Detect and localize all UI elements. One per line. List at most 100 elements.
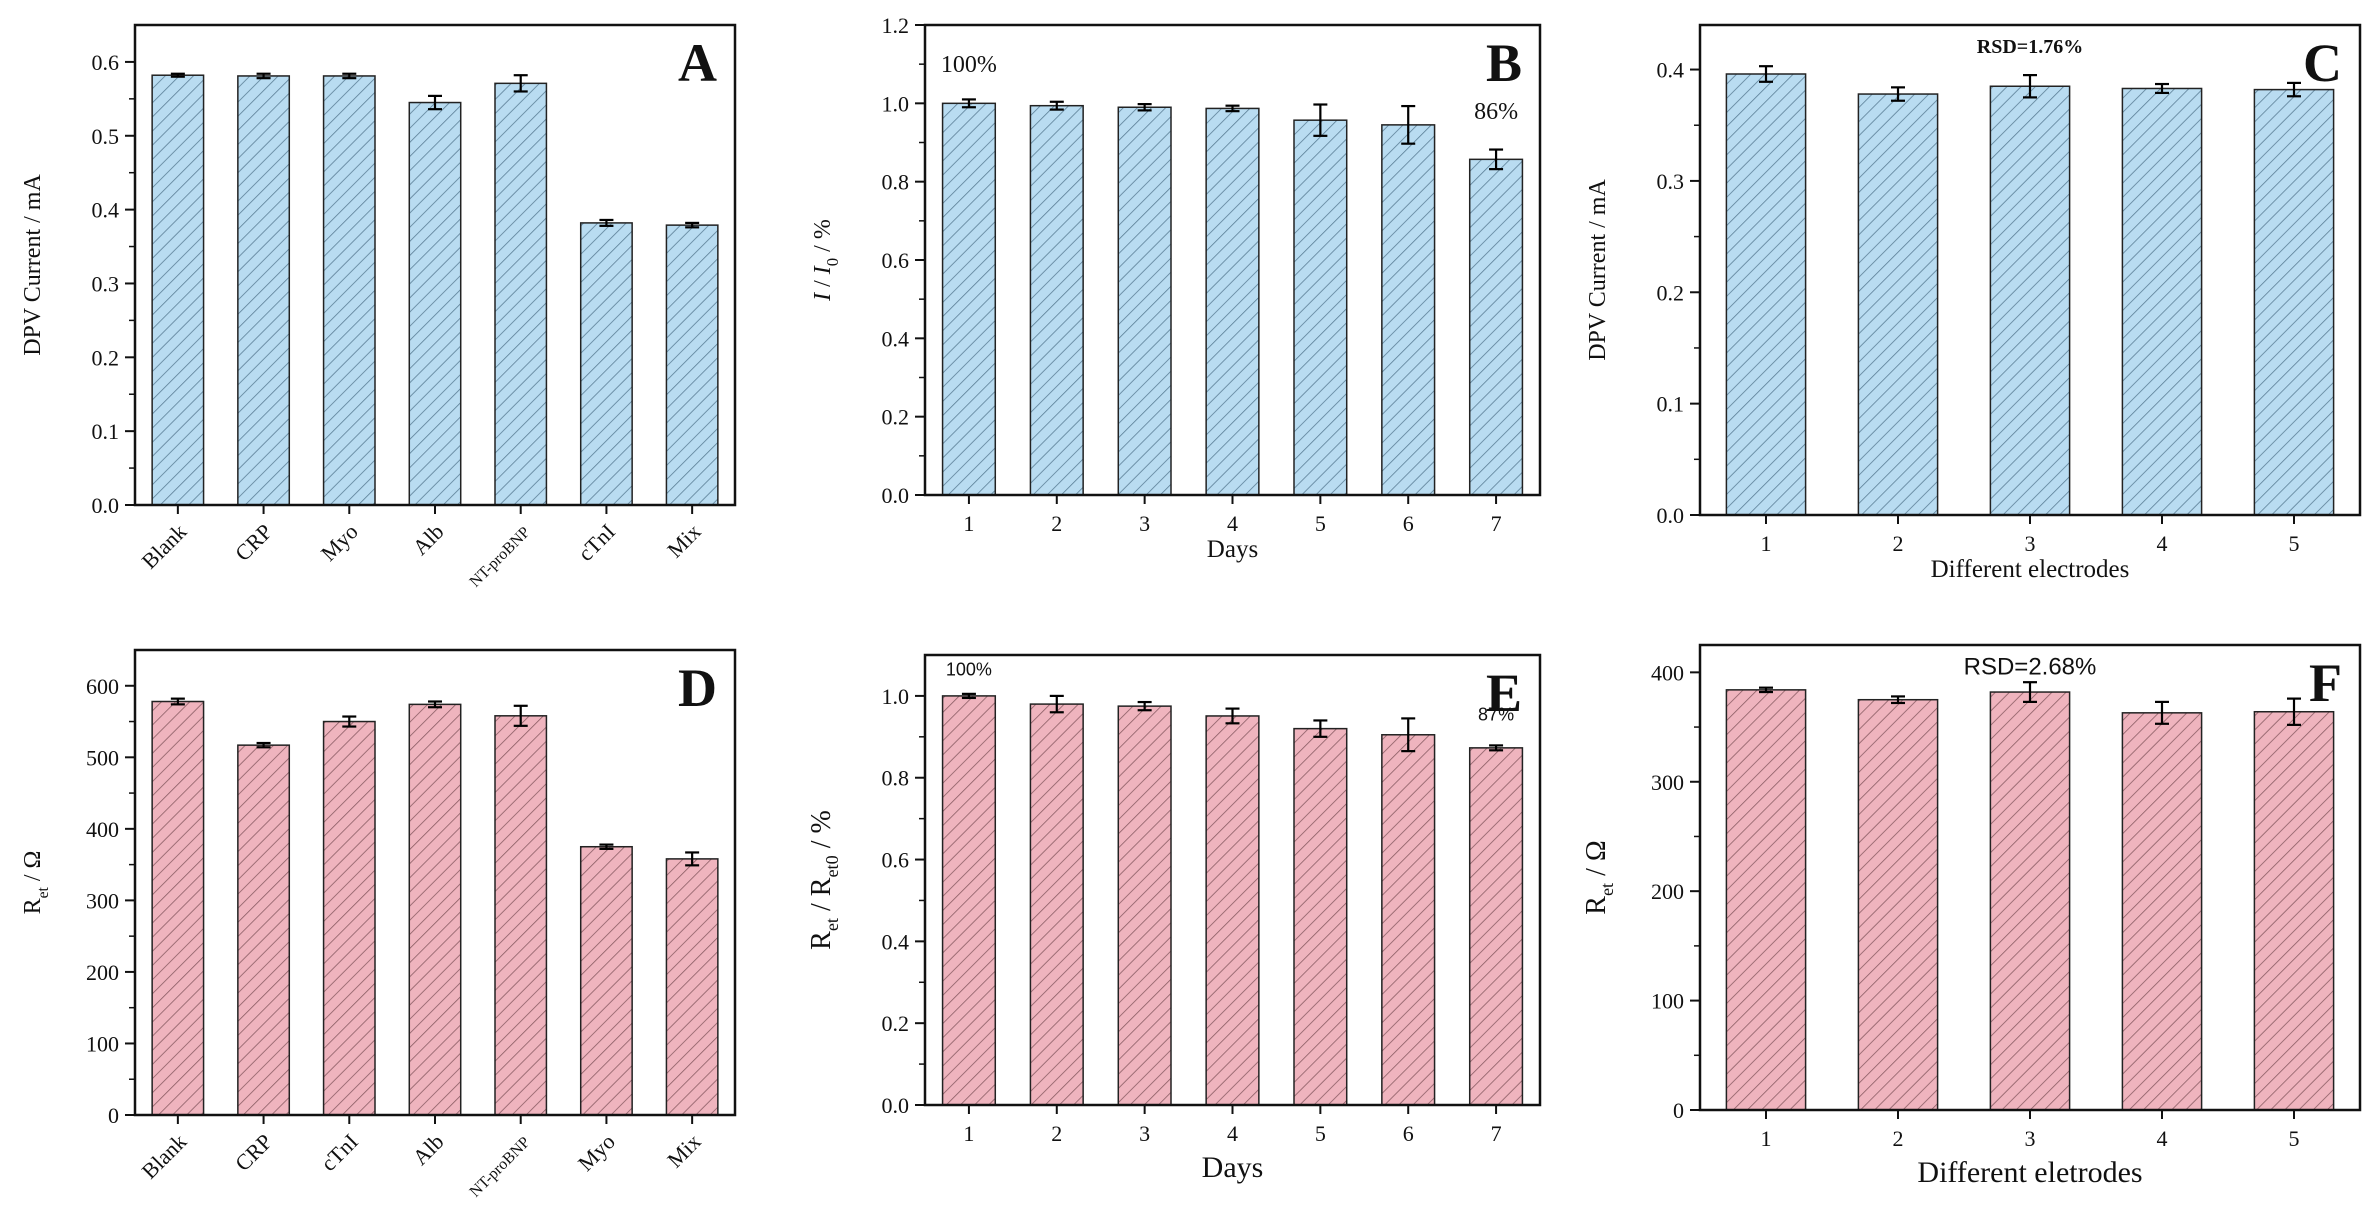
x-axis-label: Days xyxy=(1202,1151,1264,1184)
y-tick-label: 0.4 xyxy=(882,929,910,954)
y-tick-label: 100 xyxy=(86,1031,119,1056)
plot-frame xyxy=(133,648,737,1117)
bar-f-4 xyxy=(2121,712,2203,1111)
x-tick-label: 3 xyxy=(2025,1126,2036,1151)
error-bar xyxy=(342,72,357,80)
bar-f-2 xyxy=(1857,698,1939,1111)
bar-e-2 xyxy=(1029,703,1084,1106)
y-axis-label: DPV Current / mA xyxy=(20,174,46,356)
y-tick-label: 1.0 xyxy=(882,684,910,709)
bar-e-4 xyxy=(1205,715,1260,1106)
bar-f-1 xyxy=(1725,689,1807,1111)
bar-e-7 xyxy=(1468,747,1524,1106)
y-tick-label: 0.0 xyxy=(882,483,910,508)
bar-c-3 xyxy=(1989,85,2071,516)
y-axis-label: Ret / Ω xyxy=(20,851,52,915)
plot-frame xyxy=(923,23,1542,497)
x-tick-label: cTnI xyxy=(573,519,620,566)
y-tick-label: 0.6 xyxy=(882,848,910,873)
error-bar xyxy=(961,98,976,109)
error-bar xyxy=(1489,148,1504,171)
y-tick-label: 1.2 xyxy=(882,13,910,38)
error-bar xyxy=(1313,719,1328,738)
chart-panel-e: 0.0 0.2 0.4 0.6 0.8 1.0 1 2 3 4 5 6 7 Ret / Ret0 / % D… xyxy=(806,653,1542,1184)
y-tick-label: 0 xyxy=(1673,1098,1684,1123)
bar-f-3 xyxy=(1989,691,2071,1111)
annotation-label: 86% xyxy=(1474,99,1518,125)
bar-d-4 xyxy=(408,703,462,1116)
y-tick-label: 0.0 xyxy=(882,1093,910,1118)
y-tick-label: 0.6 xyxy=(882,248,910,273)
y-tick-label: 0.8 xyxy=(882,766,910,791)
error-bar xyxy=(2155,700,2169,725)
error-bar xyxy=(599,843,614,850)
y-tick-label: 400 xyxy=(1651,660,1684,685)
bar-f-5 xyxy=(2253,710,2335,1111)
error-bar xyxy=(599,218,614,227)
chart-panel-a: 0.0 0.1 0.2 0.3 0.4 0.5 0.6 Blank CRP Myo Alb NT-pr… xyxy=(20,23,737,591)
x-tick-label: 4 xyxy=(1227,1121,1238,1146)
error-bar xyxy=(256,72,271,80)
x-tick-label: 5 xyxy=(2289,531,2300,556)
error-bar xyxy=(170,697,185,706)
y-tick-label: 1.0 xyxy=(882,91,910,116)
x-tick-label: 5 xyxy=(1315,1121,1326,1146)
x-tick-label: 4 xyxy=(2157,1126,2168,1151)
bar-e-1 xyxy=(941,695,997,1106)
bar-a-4 xyxy=(408,101,462,506)
x-tick-label: Mix xyxy=(662,1129,706,1173)
error-bar xyxy=(685,221,700,229)
error-bar xyxy=(1225,707,1240,725)
panel-label: D xyxy=(678,658,717,718)
error-bar xyxy=(1401,104,1416,145)
x-tick-label: 1 xyxy=(963,511,974,536)
bar-d-7 xyxy=(665,858,719,1116)
y-tick-label: 0.4 xyxy=(882,326,910,351)
error-bar xyxy=(1313,103,1328,137)
annotation-label: 100% xyxy=(941,52,997,78)
x-tick-label: 5 xyxy=(2289,1126,2300,1151)
x-tick-label: 2 xyxy=(1051,511,1062,536)
error-bar xyxy=(1489,744,1504,752)
y-tick-label: 0.0 xyxy=(1657,503,1685,528)
x-axis-label: Different electrodes xyxy=(1931,556,2130,583)
bar-e-5 xyxy=(1293,727,1348,1106)
bar-c-4 xyxy=(2121,87,2203,516)
bar-d-1 xyxy=(151,700,205,1116)
error-bar xyxy=(1759,65,1773,83)
y-axis-label: Ret / Ω xyxy=(1581,840,1617,914)
y-tick-label: 200 xyxy=(86,960,119,985)
bar-d-3 xyxy=(322,720,376,1116)
error-bar xyxy=(2155,82,2169,95)
bar-c-1 xyxy=(1725,73,1807,516)
x-tick-label: Mix xyxy=(662,519,706,563)
annotation-label: 87% xyxy=(1478,704,1514,724)
y-tick-label: 0.1 xyxy=(1657,392,1685,417)
x-tick-label: 2 xyxy=(1893,1126,1904,1151)
y-tick-label: 0.0 xyxy=(92,493,120,518)
x-tick-label: 2 xyxy=(1893,531,1904,556)
x-tick-label: 2 xyxy=(1051,1121,1062,1146)
x-tick-label: 3 xyxy=(2025,531,2036,556)
x-tick-label: 5 xyxy=(1315,511,1326,536)
bar-d-2 xyxy=(237,744,291,1116)
error-bar xyxy=(2287,81,2301,98)
error-bar xyxy=(1891,695,1905,705)
plot-frame xyxy=(1698,643,2362,1112)
y-tick-label: 600 xyxy=(86,674,119,699)
panel-label: E xyxy=(1486,663,1522,723)
x-tick-label: CRP xyxy=(230,1129,277,1176)
y-tick-label: 300 xyxy=(1651,770,1684,795)
bar-e-6 xyxy=(1381,734,1436,1106)
x-tick-label: NT-proBNP xyxy=(467,1134,534,1201)
y-tick-label: 100 xyxy=(1651,989,1684,1014)
bar-b-2 xyxy=(1029,104,1084,496)
x-tick-label: 1 xyxy=(1761,1126,1772,1151)
x-tick-label: cTnI xyxy=(316,1129,363,1176)
panel-label: F xyxy=(2309,653,2342,713)
x-tick-label: 1 xyxy=(1761,531,1772,556)
chart-panel-c: 0.0 0.1 0.2 0.3 0.4 1 2 3 4 5 DPV Current / mA Diff… xyxy=(1585,23,2362,583)
bar-c-2 xyxy=(1857,93,1939,516)
error-bar xyxy=(2023,681,2037,703)
